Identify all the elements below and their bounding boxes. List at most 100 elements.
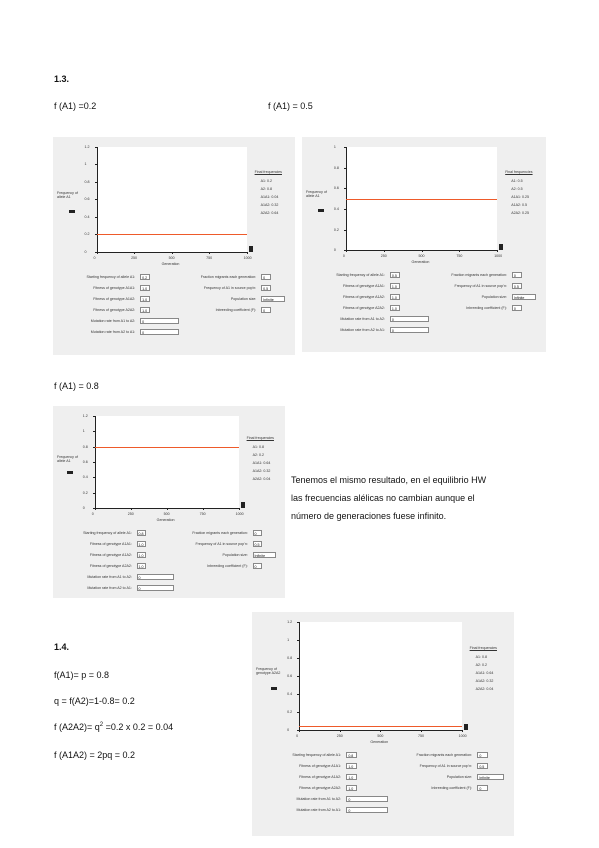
fitness-a1a1-label: Fitness of genotype A1A1: xyxy=(299,763,342,768)
plot-area xyxy=(96,147,247,252)
x-tick-label: 1000 xyxy=(494,254,503,259)
y-axis-label: Frequency of allele A1 xyxy=(57,190,78,199)
x-tick-label: 1000 xyxy=(243,255,252,260)
mutation-a2-a1-input[interactable]: 0 xyxy=(346,806,389,813)
fitness-a1a2-input[interactable]: 1.0 xyxy=(389,294,400,301)
migrants-fraction-input[interactable]: 0 xyxy=(261,273,271,280)
frequency-line xyxy=(345,198,498,200)
final-frequency: A2: 0.2 xyxy=(475,662,487,667)
start-frequency-label: Starting frequency of allele A1: xyxy=(336,273,385,278)
source-frequency-label: Frequency of A1 in source pop'n: xyxy=(195,542,248,547)
mutation-a1-a2-label: Mutation rate from A1 to A2: xyxy=(87,575,132,580)
scroll-icon[interactable] xyxy=(66,471,73,475)
x-tick-label: 500 xyxy=(163,512,170,517)
calc-line-3-text: f (A2A2)= q xyxy=(54,722,100,732)
fitness-a2a2-label: Fitness of genotype A2A2: xyxy=(89,564,132,569)
final-frequency: A2: 0.2 xyxy=(252,453,264,458)
x-tick xyxy=(380,729,382,732)
fitness-a1a1-input[interactable]: 1.0 xyxy=(140,284,150,291)
mutation-a2-a1-input[interactable]: 0 xyxy=(389,327,429,334)
fitness-a2a2-input[interactable]: 1.0 xyxy=(140,306,150,313)
x-tick xyxy=(171,251,173,254)
fitness-a1a2-input[interactable]: 1.0 xyxy=(140,295,150,302)
inbreeding-coefficient-input[interactable]: 0 xyxy=(252,563,262,570)
fitness-a2a2-input[interactable]: 1.0 xyxy=(136,563,146,570)
scroll-icon[interactable] xyxy=(271,686,278,690)
calc-line-4: f (A1A2) = 2pq = 0.2 xyxy=(54,750,136,760)
label-fa1-0-8: f (A1) = 0.8 xyxy=(54,381,99,391)
y-tick-label: 0.2 xyxy=(333,227,339,232)
source-frequency-input[interactable]: 0.5 xyxy=(261,284,271,291)
fitness-a1a2-label: Fitness of genotype A1A2: xyxy=(342,295,385,300)
x-tick xyxy=(339,729,341,732)
source-frequency-input[interactable]: 0.5 xyxy=(511,283,522,290)
final-frequency: A2A2: 0.04 xyxy=(475,686,494,691)
x-tick xyxy=(345,250,347,253)
fitness-a1a1-label: Fitness of genotype A1A1: xyxy=(93,285,136,290)
mutation-a1-a2-label: Mutation rate from A1 to A2: xyxy=(296,796,342,801)
inbreeding-coefficient-input[interactable]: 0 xyxy=(511,305,522,312)
mutation-a2-a1-input[interactable]: 0 xyxy=(136,585,174,592)
y-tick xyxy=(92,462,95,464)
y-tick xyxy=(343,250,346,252)
source-frequency-label: Frequency of A1 in source pop'n: xyxy=(203,285,257,290)
mutation-a2-a1-input[interactable]: 0 xyxy=(140,328,179,335)
scroll-icon[interactable] xyxy=(68,209,75,213)
final-frequency: A1A1: 0.04 xyxy=(260,195,279,200)
x-tick xyxy=(459,250,461,253)
x-tick-label: 0 xyxy=(91,512,94,517)
fitness-a1a2-input[interactable]: 1.0 xyxy=(346,773,357,780)
x-tick-label: 750 xyxy=(417,733,424,738)
start-frequency-input[interactable]: 0.8 xyxy=(346,751,357,758)
population-size-input[interactable]: Infinite xyxy=(477,773,504,780)
fitness-a1a1-input[interactable]: 1.0 xyxy=(136,541,146,548)
migrants-fraction-input[interactable]: 0 xyxy=(511,272,522,279)
inbreeding-coefficient-input[interactable]: 0 xyxy=(477,784,488,791)
inbreeding-coefficient-input[interactable]: 0 xyxy=(261,306,271,313)
end-marker-icon[interactable] xyxy=(240,502,245,509)
fitness-a1a2-input[interactable]: 1.0 xyxy=(136,552,146,559)
y-tick-label: 0.4 xyxy=(333,206,339,211)
y-tick-label: 1 xyxy=(287,637,290,642)
label-fa1-0-2: f (A1) =0.2 xyxy=(54,101,97,111)
y-tick xyxy=(94,164,97,166)
y-tick xyxy=(297,622,300,623)
y-tick-label: 0.8 xyxy=(84,179,90,184)
fitness-a2a2-input[interactable]: 1.0 xyxy=(389,305,400,312)
y-tick xyxy=(94,199,97,201)
y-axis xyxy=(94,416,96,509)
x-axis-label: Generation xyxy=(411,260,430,265)
population-size-input[interactable]: Infinite xyxy=(252,552,276,559)
migrants-fraction-input[interactable]: 0 xyxy=(477,751,488,758)
end-marker-icon[interactable] xyxy=(248,245,253,252)
x-tick-label: 750 xyxy=(206,255,213,260)
scroll-icon[interactable] xyxy=(317,208,324,212)
start-frequency-label: Starting frequency of allele A1: xyxy=(292,752,342,757)
simulation-panel-4: 1.2 1 0.8 0.6 0.4 0.2 0 0 250 500 750 1000 Generatio… xyxy=(252,612,514,836)
fitness-a1a1-input[interactable]: 1.0 xyxy=(346,762,357,769)
mutation-a1-a2-input[interactable]: 0 xyxy=(346,795,389,802)
y-tick-label: 0.6 xyxy=(333,186,339,191)
final-frequency: A2: 0.8 xyxy=(260,187,272,192)
y-tick xyxy=(343,208,346,210)
mutation-a1-a2-input[interactable]: 0 xyxy=(140,317,179,324)
population-size-input[interactable]: Infinite xyxy=(511,294,537,301)
fitness-a1a1-label: Fitness of genotype A1A1: xyxy=(342,284,385,289)
start-frequency-input[interactable]: 0.8 xyxy=(136,530,146,537)
mutation-a1-a2-input[interactable]: 0 xyxy=(389,316,429,323)
migrants-fraction-input[interactable]: 0 xyxy=(252,530,262,537)
x-tick xyxy=(497,250,499,253)
y-tick xyxy=(297,639,300,641)
fitness-a1a1-input[interactable]: 1.0 xyxy=(389,283,400,290)
mutation-a1-a2-input[interactable]: 0 xyxy=(136,574,174,581)
simulation-panel-3: 1.2 1 0.8 0.6 0.4 0.2 0 0 250 500 750 1000 Generatio… xyxy=(53,406,285,598)
population-size-input[interactable]: Infinite xyxy=(261,295,286,302)
end-marker-icon[interactable] xyxy=(463,723,468,730)
fitness-a2a2-input[interactable]: 1.0 xyxy=(346,784,357,791)
end-marker-icon[interactable] xyxy=(499,244,504,251)
source-frequency-input[interactable]: 0.5 xyxy=(477,762,488,769)
start-frequency-input[interactable]: 0.2 xyxy=(140,273,150,280)
x-tick xyxy=(166,508,168,511)
start-frequency-input[interactable]: 0.5 xyxy=(389,272,400,279)
source-frequency-input[interactable]: 0.5 xyxy=(252,541,262,548)
